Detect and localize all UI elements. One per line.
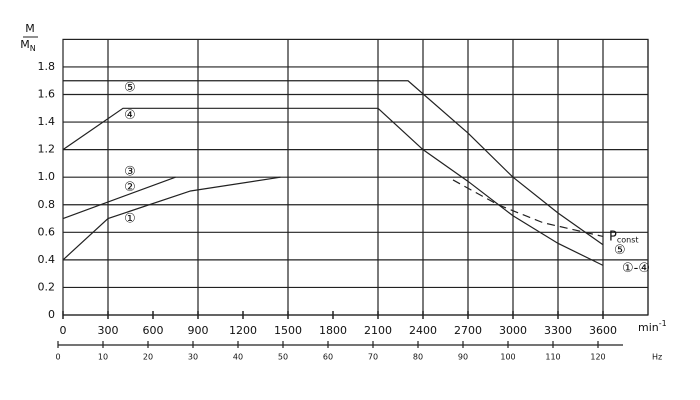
x2-tick-label: 40 (233, 353, 243, 362)
annotation: ⑤ (124, 80, 136, 95)
annotation: ③ (124, 164, 136, 179)
y-tick-label: 1.8 (38, 60, 56, 73)
x-label: min-1 (638, 319, 667, 335)
y-tick-label: 1.2 (38, 143, 56, 156)
series-line (62, 176, 176, 220)
y-tick-label: 0.4 (38, 253, 56, 266)
annotation-text: P (609, 229, 617, 244)
y-tick-label: 0.8 (38, 198, 56, 211)
x2-tick-label: 10 (98, 353, 108, 362)
annotation: ④ (124, 108, 136, 123)
annotation-text: ④ (124, 108, 136, 123)
y-label-numerator: M (25, 22, 35, 35)
annotation-text: ⑤ (124, 80, 136, 95)
y-tick-label: 1.0 (38, 170, 56, 183)
annotation: ①-④ (622, 261, 650, 276)
y-tick-label: 0.6 (38, 225, 56, 238)
annotation: ① (124, 211, 136, 226)
series-line (452, 179, 604, 238)
x2-tick-label: 70 (368, 353, 378, 362)
series-line (62, 176, 281, 261)
annotation-text: ①-④ (622, 261, 650, 276)
x2-tick-label: 30 (188, 353, 198, 362)
x-tick-label: 1500 (274, 324, 302, 337)
x-tick-label: 900 (188, 324, 209, 337)
x-tick-label: 3000 (499, 324, 527, 337)
annotation-sub: const (617, 235, 639, 244)
y-tick-label: 1.6 (38, 88, 56, 101)
x2-tick-label: 60 (323, 353, 333, 362)
x-tick-label: 1800 (319, 324, 347, 337)
x2-label: Hz (652, 353, 662, 362)
annotation: ② (124, 179, 136, 194)
x-tick-label: 300 (98, 324, 119, 337)
x-tick-label: 600 (143, 324, 164, 337)
annotation-text: ③ (124, 164, 136, 179)
annotation-text: ① (124, 211, 136, 226)
y-tick-label: 1.4 (38, 115, 56, 128)
series-line (63, 80, 604, 246)
annotation-text: ② (124, 179, 136, 194)
annotation: Pconst (609, 229, 639, 244)
annotation-text: ⑤ (614, 243, 626, 258)
y-tick-label: 0.2 (38, 280, 56, 293)
y-tick-label: 0 (48, 308, 55, 321)
x2-tick-label: 120 (590, 353, 605, 362)
x-tick-label: 3300 (544, 324, 572, 337)
x2-tick-label: 20 (143, 353, 153, 362)
series-line (62, 107, 604, 266)
annotation: ⑤ (614, 243, 626, 258)
x-tick-label: 3600 (589, 324, 617, 337)
x2-tick-label: 90 (458, 353, 468, 362)
x-tick-label: 2700 (454, 324, 482, 337)
x-tick-label: 2400 (409, 324, 437, 337)
x-tick-label: 1200 (229, 324, 257, 337)
y-label-denominator: MN (20, 38, 36, 53)
x2-tick-label: 110 (545, 353, 560, 362)
x-tick-label: 0 (60, 324, 67, 337)
x2-tick-label: 100 (500, 353, 515, 362)
x2-tick-label: 0 (55, 353, 60, 362)
x2-tick-label: 80 (413, 353, 423, 362)
x-tick-label: 2100 (364, 324, 392, 337)
x2-tick-label: 50 (278, 353, 288, 362)
